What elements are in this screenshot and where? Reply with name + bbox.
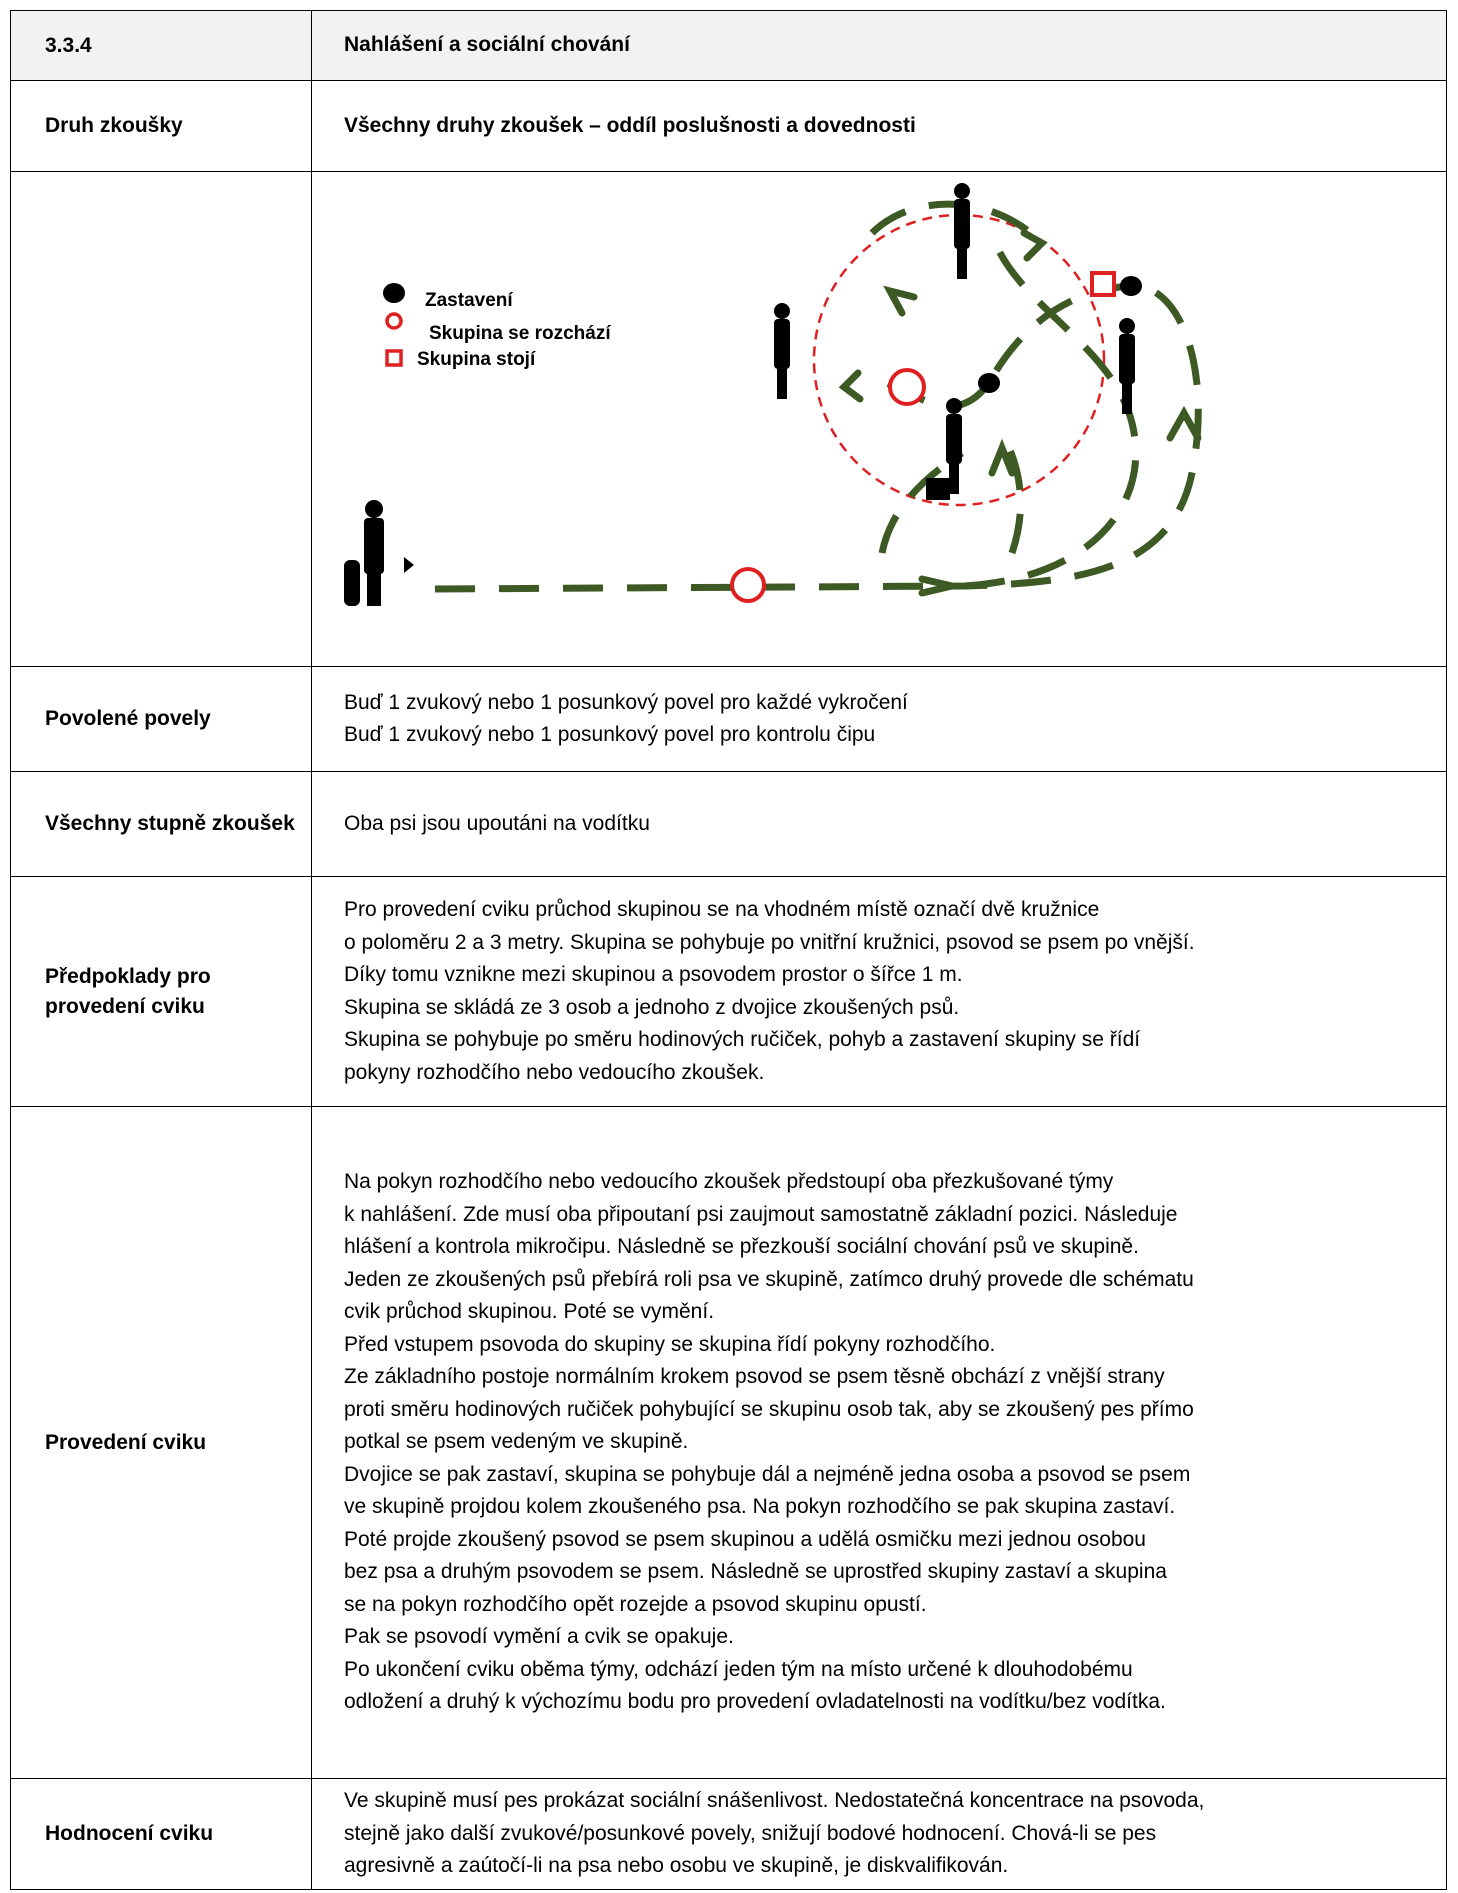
stop-marker <box>1120 275 1142 296</box>
row-text: Pro provedení cviku průchod skupinou se … <box>311 876 1447 1107</box>
diagram: Zastavení Skupina se rozchází Skupina st… <box>344 182 1202 606</box>
table-row: Povolené povely Buď 1 zvukový nebo 1 posu… <box>10 666 1447 772</box>
section-number: 3.3.4 <box>10 10 312 81</box>
text-line: Skupina se skládá ze 3 osob a jednoho z … <box>344 995 960 1019</box>
text-line: Buď 1 zvukový nebo 1 posunkový povel pro… <box>344 723 876 746</box>
text-line: pokyny rozhodčího nebo vedoucího zkoušek… <box>344 1060 765 1084</box>
text-line: Po ukončení cviku oběma týmy, odchází je… <box>344 1657 1133 1681</box>
text-line: Skupina se pohybuje po směru hodinových … <box>344 1028 1141 1051</box>
row-text: Všechny druhy zkoušek – oddíl poslušnost… <box>311 80 1447 172</box>
text-line: Před vstupem psovoda do skupiny se skupi… <box>344 1332 996 1356</box>
row-text: Oba psi jsou upoutáni na vodítku <box>311 771 1447 877</box>
text-line: Dvojice se pak zastaví, skupina se pohyb… <box>344 1462 1191 1486</box>
text-line: stejně jako další zvukové/posunkové pove… <box>344 1821 1157 1845</box>
diagram-cell: Zastavení Skupina se rozchází Skupina st… <box>311 171 1447 667</box>
legend-label: Skupina se rozchází <box>429 323 611 344</box>
row-text: Ve skupině musí pes prokázat sociální sn… <box>311 1778 1447 1890</box>
test-type-row: Druh zkoušky Všechny druhy zkoušek – odd… <box>10 80 1447 172</box>
text-line: Ve skupině musí pes prokázat sociální sn… <box>344 1789 1205 1813</box>
header-row: 3.3.4 Nahlášení a sociální chování <box>10 10 1447 81</box>
row-label: Druh zkoušky <box>10 80 312 172</box>
text-line: cvik průchod skupinou. Poté se vymění. <box>344 1300 715 1324</box>
group-disperses-marker <box>888 367 926 406</box>
section-title: Nahlášení a sociální chování <box>311 10 1447 81</box>
table-row: Hodnocení cviku Ve skupině musí pes proká… <box>10 1778 1447 1890</box>
legend-disperse-icon <box>385 311 403 330</box>
text-line: hlášení a kontrola mikročipu. Následně s… <box>344 1235 1139 1259</box>
table-row: Všechny stupně zkoušek Oba psi jsou upout… <box>10 771 1447 877</box>
persons <box>344 182 1135 606</box>
text-line: proti směru hodinových ručiček pohybujíc… <box>344 1397 1194 1421</box>
row-label: Povolené povely <box>10 666 312 772</box>
row-label: Hodnocení cviku <box>10 1778 312 1890</box>
table-body: 3.3.4 Nahlášení a sociální chování Druh … <box>10 10 1447 1890</box>
text-line: Oba psi jsou upoutáni na vodítku <box>344 811 650 835</box>
arrowheads <box>838 229 1202 596</box>
empty-cell <box>10 171 312 667</box>
text-line: agresivně a zaútočí-li na psa nebo osobu… <box>344 1854 1009 1878</box>
text-line: Na pokyn rozhodčího nebo vedoucího zkouš… <box>344 1170 1114 1194</box>
text-line: Jeden ze zkoušených psů přebírá roli psa… <box>344 1267 1194 1291</box>
text-line: se na pokyn rozhodčího opět rozejde a ps… <box>344 1592 927 1616</box>
table-row: Předpoklady pro provedení cviku Pro prove… <box>10 876 1447 1107</box>
row-text: Buď 1 zvukový nebo 1 posunkový povel pro… <box>311 666 1447 772</box>
text-line: odložení a druhý k výchozímu bodu pro pr… <box>344 1690 1166 1714</box>
rules-table: 3.3.4 Nahlášení a sociální chování Druh … <box>10 10 1447 1890</box>
legend-label: Zastavení <box>425 290 513 311</box>
text-line: bez psa a druhým psovodem se psem. Násle… <box>344 1560 1167 1584</box>
route <box>434 200 1202 592</box>
row-text: Na pokyn rozhodčího nebo vedoucího zkouš… <box>311 1106 1447 1779</box>
text-line: Díky tomu vznikne mezi skupinou a psovod… <box>344 963 963 986</box>
text-line: Pro provedení cviku průchod skupinou se … <box>344 898 1100 921</box>
legend-label: Skupina stojí <box>417 349 536 370</box>
text-line: k nahlášení. Zde musí oba připoutaní psi… <box>344 1202 1178 1226</box>
text-line: Poté projde zkoušený psovod se psem skup… <box>344 1527 1146 1551</box>
diagram-row: Zastavení Skupina se rozchází Skupina st… <box>10 171 1447 667</box>
table-row: Provedení cviku Na pokyn rozhodčího nebo … <box>10 1106 1447 1779</box>
text-line: ve skupině projdou kolem zkoušeného psa.… <box>344 1495 1176 1519</box>
text-line: Pak se psovodí vymění a cvik se opakuje. <box>344 1625 734 1649</box>
row-label: Provedení cviku <box>10 1106 312 1779</box>
group-disperses-marker <box>730 566 766 603</box>
legend-stands-icon <box>385 348 403 367</box>
group-stands-marker <box>1090 270 1116 297</box>
row-label: Předpoklady pro provedení cviku <box>10 876 312 1107</box>
text-line: Ze základního postoje normálním krokem p… <box>344 1365 1165 1389</box>
text-line: Buď 1 zvukový nebo 1 posunkový povel pro… <box>344 690 908 714</box>
legend-stop-icon <box>383 282 405 303</box>
text-line: potkal se psem vedeným ve skupině. <box>344 1430 689 1454</box>
stop-marker <box>978 372 1000 393</box>
row-label: Všechny stupně zkoušek <box>10 771 312 877</box>
text-line: o poloměru 2 a 3 metry. Skupina se pohyb… <box>344 930 1195 954</box>
